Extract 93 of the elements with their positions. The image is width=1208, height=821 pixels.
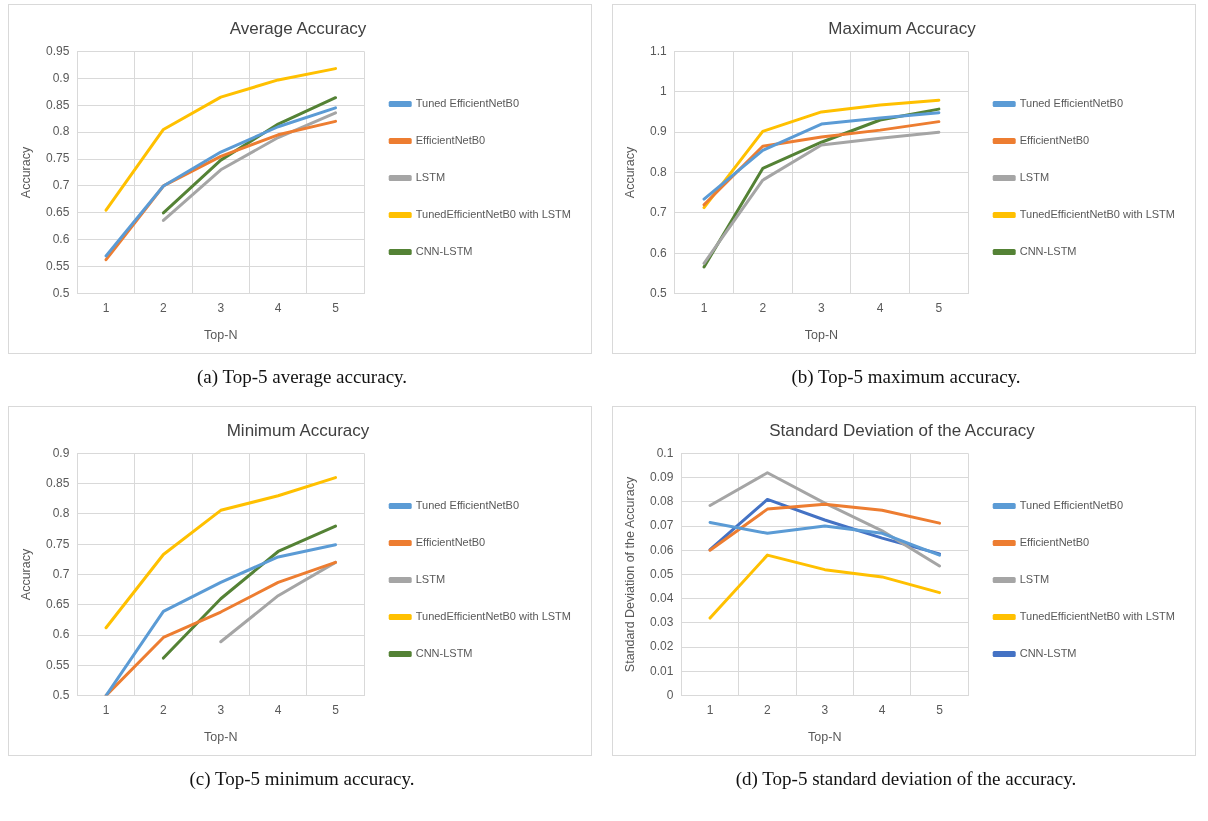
y-tick-label: 0.03 (650, 615, 674, 630)
x-tick-label: 5 (936, 703, 944, 718)
y-tick-label: 0.9 (52, 445, 70, 460)
y-tick-label: 0.75 (46, 151, 70, 166)
y-tick-label: 0.01 (650, 663, 674, 678)
x-tick-label: 4 (274, 301, 282, 316)
chart-title: Minimum Accuracy (226, 420, 370, 440)
y-tick-label: 0.7 (52, 566, 70, 581)
legend-label: TunedEfficientNetB0 with LSTM (1019, 610, 1175, 623)
x-axis-title: Top-N (204, 729, 238, 744)
y-tick-label: 0.07 (650, 518, 674, 533)
y-tick-label: 0.8 (52, 124, 70, 139)
x-tick-label: 1 (102, 301, 110, 316)
y-tick-label: 0.05 (650, 566, 674, 581)
text: (a) Top-5 average accuracy. (195, 366, 409, 388)
x-tick-label: 5 (332, 301, 340, 316)
y-tick-label: 0.04 (650, 591, 674, 606)
legend-label: CNN-LSTM (1019, 245, 1077, 258)
y-tick-label: 0.5 (52, 285, 70, 300)
y-tick-label: 0.5 (649, 285, 667, 300)
legend-label: TunedEfficientNetB0 with LSTM (415, 610, 571, 623)
y-tick-label: 0.1 (656, 445, 674, 460)
legend-label: EfficientNetB0 (1019, 536, 1090, 549)
y-tick-label: 0.75 (46, 536, 70, 551)
y-tick-label: 0.02 (650, 639, 674, 654)
x-tick-label: 1 (706, 703, 714, 718)
x-tick-label: 5 (332, 703, 340, 718)
y-tick-label: 0.06 (650, 542, 674, 557)
y-axis-title: Accuracy (18, 146, 33, 199)
x-tick-label: 2 (160, 703, 168, 718)
legend-label: CNN-LSTM (415, 245, 473, 258)
legend-label: Tuned EfficientNetB0 (1019, 499, 1124, 512)
legend-label: TunedEfficientNetB0 with LSTM (1019, 208, 1175, 221)
x-tick-label: 4 (274, 703, 282, 718)
y-tick-label: 0.8 (649, 164, 667, 179)
y-tick-label: 0.55 (46, 259, 70, 273)
y-tick-label: 0.09 (650, 469, 674, 484)
y-tick-label: 0.7 (649, 205, 667, 220)
chart-title: Maximum Accuracy (828, 18, 977, 38)
y-tick-label: 0 (666, 687, 674, 702)
y-tick-label: 0.5 (52, 687, 70, 702)
x-tick-label: 3 (217, 301, 225, 316)
legend-label: Tuned EfficientNetB0 (1019, 97, 1124, 110)
y-axis-title: Standard Deviation of the Accuracy (622, 476, 637, 673)
y-axis-title: Accuracy (18, 548, 33, 601)
y-tick-label: 0.6 (649, 245, 667, 260)
legend-label: LSTM (415, 171, 446, 184)
chart-title: Standard Deviation of the Accuracy (769, 420, 1036, 440)
y-tick-label: 0.65 (46, 205, 70, 220)
x-tick-label: 3 (818, 301, 826, 316)
x-axis-title: Top-N (804, 327, 839, 342)
legend-label: LSTM (1019, 573, 1050, 586)
x-tick-label: 2 (759, 301, 767, 316)
x-tick-label: 3 (821, 703, 829, 718)
legend-label: LSTM (1019, 171, 1050, 184)
legend-label: TunedEfficientNetB0 with LSTM (415, 208, 571, 221)
legend-label: EfficientNetB0 (415, 134, 486, 147)
x-tick-label: 1 (102, 703, 110, 718)
text: (b) Top-5 maximum accuracy. (790, 366, 1022, 388)
legend-label: Tuned EfficientNetB0 (415, 97, 520, 110)
chart-title: Average Accuracy (229, 18, 367, 38)
y-tick-label: 0.65 (46, 597, 70, 612)
x-tick-label: 1 (700, 301, 708, 316)
y-tick-label: 0.7 (52, 178, 70, 193)
y-tick-label: 0.55 (46, 657, 70, 672)
y-tick-label: 1 (659, 84, 667, 99)
y-tick-label: 0.9 (52, 70, 70, 85)
y-tick-label: 0.08 (650, 494, 674, 509)
y-tick-label: 0.85 (46, 475, 70, 490)
text: (d) Top-5 standard deviation of the accuracy. (734, 768, 1078, 790)
x-tick-label: 5 (935, 301, 943, 316)
y-tick-label: 0.95 (46, 43, 70, 58)
y-tick-label: 1.1 (649, 43, 667, 58)
x-tick-label: 4 (876, 301, 884, 316)
y-tick-label: 0.8 (52, 506, 70, 521)
text: (c) Top-5 minimum accuracy. (188, 768, 416, 790)
y-tick-label: 0.6 (52, 627, 70, 642)
legend-label: Tuned EfficientNetB0 (415, 499, 520, 512)
y-axis-title: Accuracy (622, 146, 637, 199)
x-axis-title: Top-N (204, 327, 238, 342)
x-tick-label: 2 (160, 301, 168, 316)
legend-label: CNN-LSTM (1019, 647, 1077, 660)
legend-label: EfficientNetB0 (415, 536, 486, 549)
legend-label: EfficientNetB0 (1019, 134, 1090, 147)
x-tick-label: 3 (217, 703, 225, 718)
legend-label: LSTM (415, 573, 446, 586)
y-tick-label: 0.85 (46, 97, 70, 112)
legend-label: CNN-LSTM (415, 647, 473, 660)
y-tick-label: 0.9 (649, 124, 667, 139)
x-tick-label: 2 (764, 703, 772, 718)
x-axis-title: Top-N (808, 729, 842, 744)
y-tick-label: 0.6 (52, 232, 70, 247)
x-tick-label: 4 (878, 703, 886, 718)
